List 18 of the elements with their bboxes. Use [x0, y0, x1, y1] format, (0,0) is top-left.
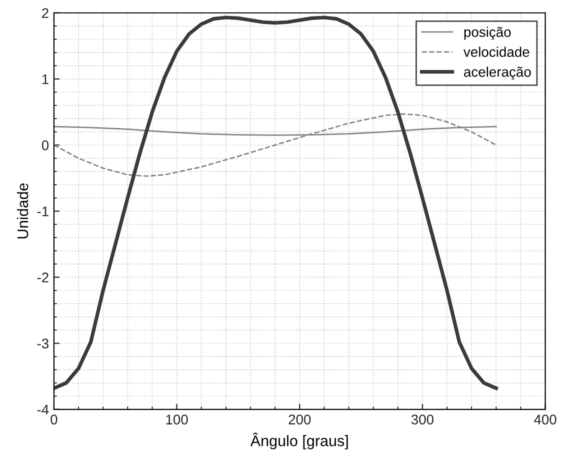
y-tick-label: 1	[42, 74, 48, 84]
x-tick-label: 0	[50, 414, 58, 424]
x-tick-label: 100	[166, 414, 188, 424]
x-tick-label: 300	[411, 414, 434, 424]
x-tick-label: 200	[288, 414, 311, 424]
x-tick-label: 400	[534, 414, 556, 424]
y-tick-label: 2	[42, 8, 48, 18]
y-tick-label: 0	[42, 140, 49, 150]
x-axis-title: Ângulo [graus]	[250, 432, 348, 450]
y-tick-label: -1	[37, 206, 48, 216]
legend-label: posição	[464, 26, 511, 40]
legend-label: aceleração	[464, 66, 531, 80]
y-tick-label: -4	[37, 404, 49, 414]
y-tick-label: -3	[37, 338, 48, 348]
y-axis-title: Unidade	[16, 183, 28, 238]
line-series	[54, 113, 497, 177]
y-tick-label: -2	[37, 272, 48, 282]
legend-label: velocidade	[464, 46, 530, 57]
